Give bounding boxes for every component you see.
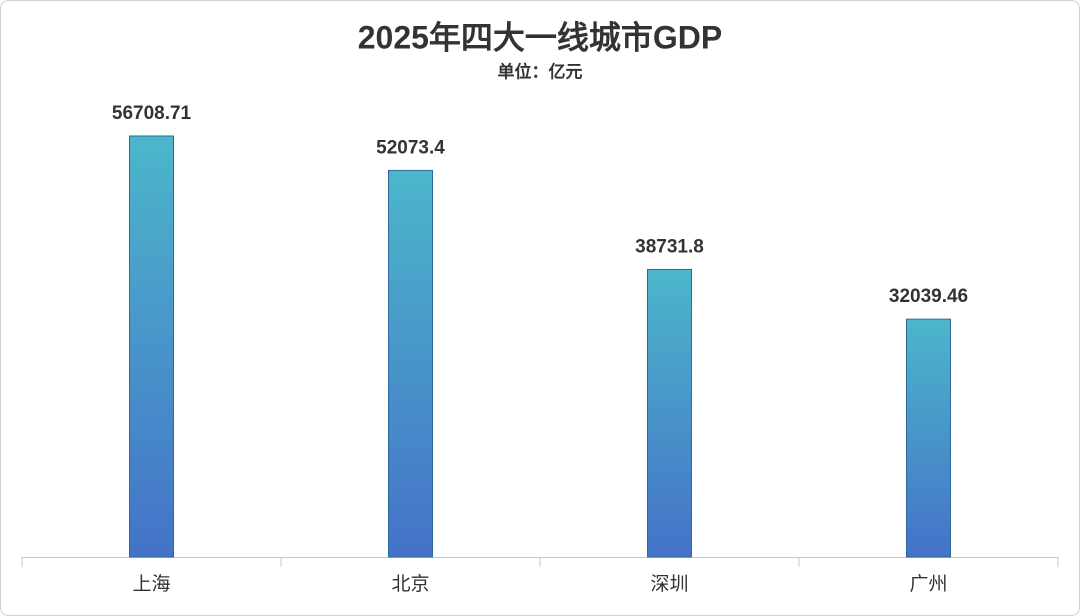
x-tick-label: 北京 — [391, 573, 429, 595]
data-label: 56708.71 — [112, 103, 192, 124]
chart-title: 2025年四大一线城市GDP — [358, 19, 723, 55]
bar — [129, 135, 174, 558]
bar — [906, 318, 951, 558]
x-tick-label: 上海 — [132, 573, 170, 595]
bar — [647, 268, 692, 558]
bar — [388, 169, 433, 558]
data-label: 38731.8 — [635, 236, 704, 257]
chart-subtitle: 单位：亿元 — [498, 61, 583, 81]
data-label: 32039.46 — [889, 286, 968, 307]
x-tick-label: 广州 — [909, 573, 947, 595]
x-tick-label: 深圳 — [650, 573, 688, 595]
data-label: 52073.4 — [376, 137, 445, 158]
